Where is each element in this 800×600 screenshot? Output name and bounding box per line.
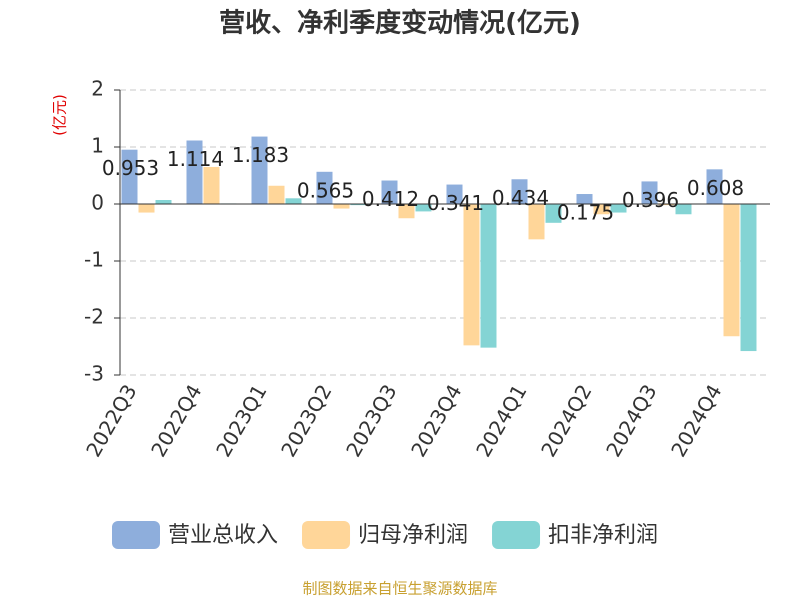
- data-label: 0.396: [622, 188, 679, 212]
- data-label: 0.341: [427, 191, 484, 215]
- bar: [316, 171, 333, 204]
- x-tick-label: 2023Q4: [406, 380, 466, 461]
- y-tick-label: -1: [84, 248, 104, 272]
- y-axis-label: (亿元): [51, 94, 69, 136]
- bar: [415, 204, 432, 212]
- data-label: 0.412: [362, 187, 419, 211]
- bar: [658, 204, 675, 206]
- bar: [203, 166, 220, 204]
- y-tick-label: -3: [84, 362, 104, 386]
- legend-label: 营业总收入: [168, 523, 278, 548]
- bar: [511, 179, 528, 204]
- bar: [723, 204, 740, 337]
- x-tick-label: 2023Q2: [276, 380, 336, 461]
- bar: [706, 169, 723, 204]
- bar: [446, 184, 463, 204]
- legend-label: 扣非净利润: [548, 523, 658, 548]
- x-tick-label: 2024Q1: [471, 380, 531, 461]
- bar: [138, 204, 155, 213]
- x-tick-label: 2024Q3: [601, 380, 661, 461]
- bar: [463, 204, 480, 346]
- footer: 制图数据来自恒生聚源数据库: [302, 580, 497, 598]
- bar: [610, 204, 627, 213]
- bar: [545, 204, 562, 223]
- bar: [641, 181, 658, 204]
- bar: [593, 204, 610, 215]
- bar: [333, 204, 350, 209]
- bar: [186, 140, 203, 204]
- x-tick-label: 2024Q4: [666, 380, 726, 461]
- legend-swatch: [112, 521, 160, 549]
- x-tick-label: 2022Q4: [146, 380, 206, 461]
- bar: [480, 204, 497, 348]
- legend-swatch: [492, 521, 541, 549]
- y-tick-label: 1: [91, 134, 104, 158]
- bar: [675, 204, 692, 215]
- data-label: 0.565: [297, 178, 354, 202]
- bar: [740, 204, 757, 352]
- x-tick-label: 2024Q2: [536, 380, 596, 461]
- y-tick-label: -2: [84, 305, 104, 329]
- bar: [285, 198, 302, 204]
- bar: [576, 194, 593, 204]
- legend-swatch: [302, 521, 351, 549]
- data-label: 1.183: [232, 143, 289, 167]
- bar: [398, 204, 415, 219]
- y-tick-label: 2: [91, 77, 104, 101]
- x-tick-label: 2022Q3: [81, 380, 141, 461]
- bar: [251, 136, 268, 204]
- data-label: 0.175: [557, 201, 614, 225]
- bar: [155, 200, 172, 204]
- x-tick-label: 2023Q1: [211, 380, 271, 461]
- y-tick-label: 0: [91, 191, 104, 215]
- legend-label: 归母净利润: [358, 523, 468, 548]
- data-label: 1.114: [167, 147, 224, 171]
- bar: [268, 185, 285, 204]
- bar: [528, 204, 545, 240]
- bar: [121, 149, 138, 204]
- bar: [350, 204, 367, 206]
- x-tick-label: 2023Q3: [341, 380, 401, 461]
- data-label: 0.434: [492, 186, 549, 210]
- chart-title: 营收、净利季度变动情况(亿元): [219, 8, 581, 39]
- data-label: 0.608: [687, 176, 744, 200]
- bar: [381, 180, 398, 204]
- data-label: 0.953: [102, 156, 159, 180]
